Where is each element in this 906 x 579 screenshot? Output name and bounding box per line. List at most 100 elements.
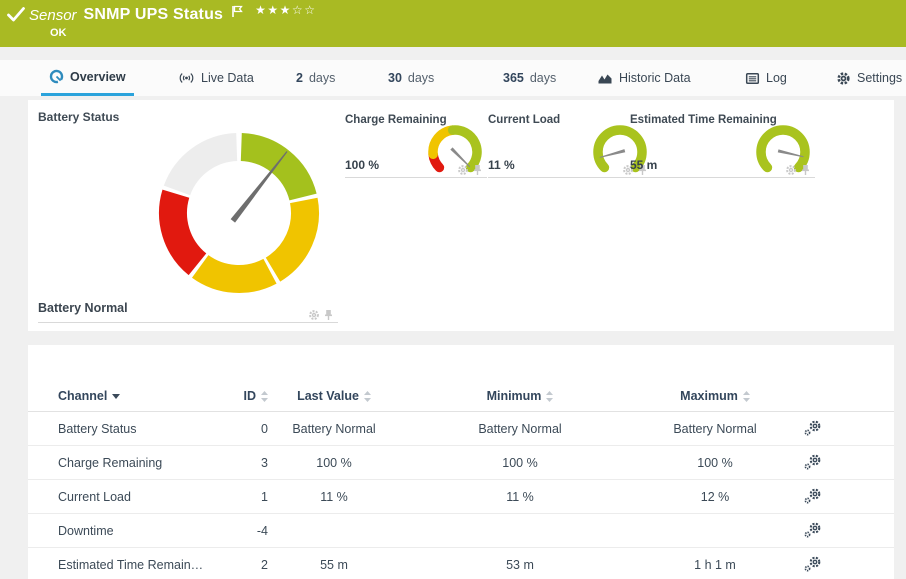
mini-gauge-dial — [428, 125, 482, 173]
log-list-icon — [745, 72, 760, 84]
channel-table-body: Battery Status 0 Battery Normal Battery … — [28, 412, 894, 579]
tab-2-days[interactable]: 2 days — [288, 60, 343, 96]
channel-maximum: Battery Normal — [673, 421, 757, 436]
gear-icon[interactable] — [785, 164, 797, 176]
tab-settings[interactable]: Settings — [828, 60, 906, 96]
pin-icon[interactable] — [637, 164, 648, 176]
gauge-segment — [163, 133, 238, 196]
flag-icon[interactable] — [231, 5, 243, 18]
table-row: Estimated Time Remain… 2 55 m 53 m 1 h 1… — [28, 548, 894, 579]
tab-live-data[interactable]: Live Data — [170, 60, 262, 96]
edit-channel-gears-icon — [804, 556, 821, 572]
gear-icon[interactable] — [622, 164, 634, 176]
sort-icon — [261, 390, 268, 402]
tab-historic-data[interactable]: Historic Data — [589, 60, 699, 96]
tab-label: Settings — [857, 71, 903, 85]
sensor-kind-label: Sensor — [29, 6, 77, 24]
gear-icon — [837, 71, 850, 85]
pin-icon[interactable] — [800, 164, 811, 176]
channel-name[interactable]: Charge Remaining — [58, 455, 163, 470]
tab-bar: Overview Live Data 2 days 30 days 365 da… — [0, 60, 906, 96]
tab-30-days[interactable]: 30 days — [380, 60, 442, 96]
pin-icon[interactable] — [323, 309, 334, 321]
priority-star-rating[interactable]: ★★★☆☆ — [255, 3, 317, 17]
channel-id: 2 — [261, 557, 268, 572]
channel-minimum: 11 % — [506, 489, 534, 504]
tab-365-days[interactable]: 365 days — [495, 60, 564, 96]
edit-channel-button[interactable] — [790, 418, 864, 439]
mini-gauge-title: Current Load — [488, 114, 561, 126]
table-row: Current Load 1 11 % 11 % 12 % — [28, 480, 894, 514]
channel-name[interactable]: Downtime — [58, 523, 114, 538]
sort-icon — [546, 390, 554, 402]
gauge-segment — [447, 125, 482, 173]
gauge-action-icons[interactable] — [622, 164, 648, 176]
edit-channel-button[interactable] — [790, 554, 864, 575]
column-label: ID — [243, 389, 257, 403]
mini-gauge-current-load: Current Load 11 % — [488, 112, 652, 178]
gauge-icon — [49, 69, 64, 84]
tab-overview[interactable]: Overview — [41, 60, 134, 96]
channel-id: 1 — [261, 489, 268, 504]
area-chart-icon — [598, 74, 612, 84]
table-row: Battery Status 0 Battery Normal Battery … — [28, 412, 894, 446]
gauge-action-icons[interactable] — [785, 164, 811, 176]
sort-icon — [363, 390, 371, 402]
mini-gauge-charge-remaining: Charge Remaining 100 % — [345, 112, 487, 178]
mini-gauge-dial — [593, 125, 647, 173]
channel-id: 0 — [261, 421, 268, 436]
gauge-segment — [265, 197, 319, 282]
tab-number: 30 — [388, 71, 402, 85]
mini-gauge-estimated-time-remaining: Estimated Time Remaining 55 m — [630, 112, 815, 178]
column-header-maximum[interactable]: Maximum — [640, 389, 790, 403]
channel-maximum: 12 % — [700, 489, 730, 504]
sensor-status-badge: OK — [50, 27, 67, 39]
gauge-segment — [240, 133, 317, 202]
column-header-id[interactable]: ID — [233, 389, 268, 403]
column-label: Minimum — [486, 389, 542, 403]
channel-minimum: Battery Normal — [478, 421, 562, 436]
battery-gauge-footer: Battery Normal — [38, 297, 338, 323]
gauge-needle — [230, 151, 288, 223]
tab-label: Live Data — [201, 71, 254, 85]
column-label: Channel — [58, 389, 108, 403]
mini-gauge-value: 55 m — [630, 158, 658, 172]
column-header-minimum[interactable]: Minimum — [400, 389, 640, 403]
channel-name[interactable]: Estimated Time Remain… — [58, 557, 204, 572]
tab-log[interactable]: Log — [737, 60, 795, 96]
gauge-action-icons[interactable] — [457, 164, 483, 176]
gauge-needle — [450, 147, 471, 168]
battery-status-gauge — [159, 133, 319, 293]
battery-gauge-title: Battery Status — [38, 110, 120, 124]
mini-gauge-dial — [756, 125, 810, 173]
gauge-needle — [777, 149, 804, 158]
tab-number: 365 — [503, 71, 524, 85]
channel-maximum: 1 h 1 m — [694, 557, 736, 572]
pin-icon[interactable] — [472, 164, 483, 176]
edit-channel-gears-icon — [804, 522, 821, 538]
channel-name[interactable]: Battery Status — [58, 421, 137, 436]
channel-table-header: Channel ID Last Value Minimum Maximum — [28, 381, 894, 412]
page-title: SNMP UPS Status — [83, 6, 224, 23]
mini-gauge-title: Estimated Time Remaining — [630, 114, 777, 126]
edit-channel-button[interactable] — [790, 452, 864, 473]
gear-icon[interactable] — [457, 164, 469, 176]
edit-channel-button[interactable] — [790, 520, 864, 541]
column-header-last-value[interactable]: Last Value — [268, 389, 400, 403]
table-row: Downtime -4 — [28, 514, 894, 548]
column-header-channel[interactable]: Channel — [58, 389, 233, 403]
gauge-action-icons[interactable] — [308, 309, 334, 321]
mini-gauge-title: Charge Remaining — [345, 114, 447, 126]
channel-id: 3 — [261, 455, 268, 470]
edit-channel-button[interactable] — [790, 486, 864, 507]
channel-minimum: 100 % — [502, 455, 538, 470]
column-label: Maximum — [680, 389, 738, 403]
gauge-segment — [191, 254, 277, 293]
gear-icon[interactable] — [308, 309, 320, 321]
channel-name[interactable]: Current Load — [58, 489, 131, 504]
tab-label: days — [308, 71, 336, 85]
column-label: Last Value — [297, 389, 359, 403]
sensor-title-line: Sensor SNMP UPS Status ★★★☆☆ — [29, 3, 316, 27]
channel-last-value: Battery Normal — [292, 421, 376, 436]
